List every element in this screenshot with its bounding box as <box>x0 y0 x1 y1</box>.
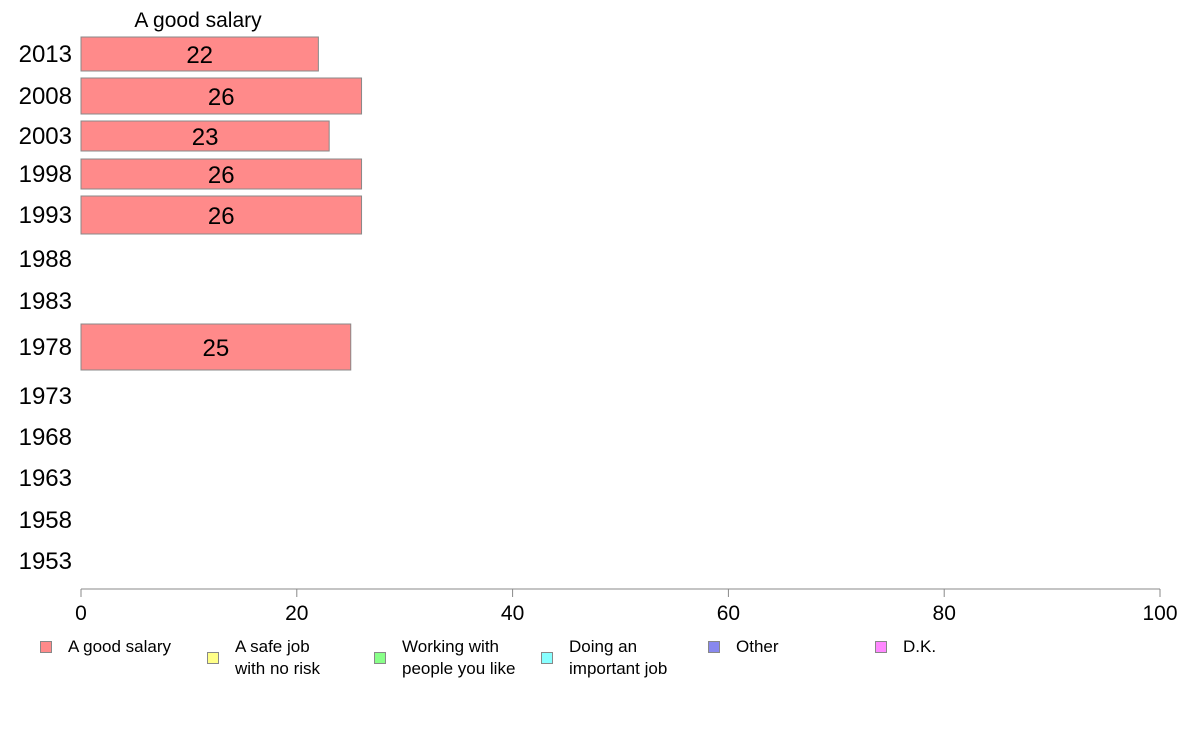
legend-item: Other <box>708 636 779 658</box>
bar-value-label: 26 <box>208 203 235 230</box>
legend-swatch <box>875 641 887 653</box>
bar <box>80 120 330 152</box>
legend: A good salary A safe job with no risk Wo… <box>0 636 1188 686</box>
legend-label: A good salary <box>68 637 172 656</box>
bar-value-label: 26 <box>208 84 235 111</box>
legend-swatch <box>708 641 720 653</box>
legend-item: A good salary <box>40 636 171 658</box>
y-tick-label: 1963 <box>19 465 72 492</box>
bar-value-label: 25 <box>203 335 230 362</box>
x-axis: 0 20 40 60 80 100 <box>75 588 1178 625</box>
x-tick-label: 60 <box>717 602 740 625</box>
legend-label: D.K. <box>903 637 937 656</box>
chart-title: A good salary <box>134 9 262 32</box>
bar-value-label: 23 <box>192 124 219 151</box>
y-tick-label: 1988 <box>19 246 72 273</box>
y-tick-label: 1973 <box>19 383 72 410</box>
x-tick-label: 0 <box>75 602 87 625</box>
y-tick-label: 1968 <box>19 424 72 451</box>
bar <box>80 195 363 235</box>
y-tick-label: 1998 <box>19 161 72 188</box>
legend-item: D.K. <box>875 636 936 658</box>
x-tick-label: 80 <box>933 602 956 625</box>
legend-label: Doing an important job <box>569 637 668 678</box>
legend-item: Working with people you like <box>374 636 515 680</box>
legend-swatch <box>40 641 52 653</box>
y-axis: 2013 2008 2003 1998 1993 1988 1983 1978 1973 1968… <box>19 41 72 575</box>
legend-label: Other <box>736 637 779 656</box>
legend-swatch <box>207 652 219 664</box>
legend-swatch <box>374 652 386 664</box>
bar-value-label: 26 <box>208 162 235 189</box>
legend-item: A safe job with no risk <box>207 636 320 680</box>
y-tick-label: 1983 <box>19 288 72 315</box>
x-tick-label: 100 <box>1142 602 1177 625</box>
bar <box>80 36 319 72</box>
bar <box>80 158 363 190</box>
y-tick-label: 1993 <box>19 202 72 229</box>
legend-label: Working with people you like <box>402 637 516 678</box>
y-tick-label: 1978 <box>19 334 72 361</box>
y-tick-label: 2003 <box>19 123 72 150</box>
bar-value-label: 22 <box>186 42 213 69</box>
legend-swatch <box>541 652 553 664</box>
y-tick-label: 1958 <box>19 507 72 534</box>
bar <box>80 77 363 115</box>
bars-group: 22 26 23 26 26 25 <box>80 36 363 371</box>
bar-chart: A good salary 22 26 23 26 26 25 2013 2008 2003 1… <box>19 9 1178 625</box>
y-tick-label: 2008 <box>19 83 72 110</box>
legend-item: Doing an important job <box>541 636 667 680</box>
y-tick-label: 1953 <box>19 548 72 575</box>
legend-label: A safe job with no risk <box>235 637 321 678</box>
bar <box>80 323 352 371</box>
y-tick-label: 2013 <box>19 41 72 68</box>
x-tick-label: 40 <box>501 602 524 625</box>
x-tick-label: 20 <box>285 602 308 625</box>
